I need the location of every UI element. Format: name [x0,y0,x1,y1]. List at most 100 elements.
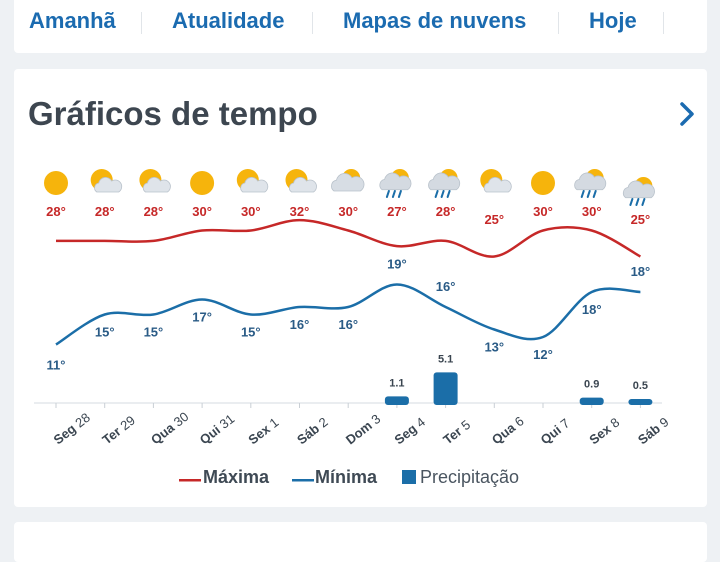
weather-chart: 1.1 5.1 0.9 0.5 28° 28° 28° 30° 30° 32° 30° 27° 28° 2… [34,169,672,448]
rain-drop [580,190,585,198]
rain-drop [641,198,646,206]
x-tick-label-text: Qua 6 [489,413,527,447]
cloud-shape [240,177,269,193]
precip-bar [628,399,653,405]
legend-min-line [292,479,314,482]
precip-value-label: 1.1 [389,377,404,389]
x-tick-label: Seg 28 [51,410,93,448]
rain-drop [385,190,390,198]
x-tick-label-text: Sex 8 [586,415,622,448]
chevron-right-icon[interactable] [676,99,698,129]
sun-cloud-icon [236,169,269,193]
sun-disc [531,171,555,195]
legend-max-line [179,479,201,482]
rain-drop [397,190,402,198]
max-temp-label: 28° [46,204,66,219]
sun-icon [44,171,68,195]
max-temp-label: 30° [241,204,261,219]
tab-atualidade[interactable]: Atualidade [172,8,285,33]
rain-drop [434,190,439,198]
sun-cloud-icon [480,169,512,193]
x-tick-label: Qui 31 [197,411,238,447]
cloud-sun-icon [331,169,365,192]
min-temp-label: 16° [290,317,310,332]
x-tick-label: Sex 1 [245,415,281,448]
weather-charts-card: Gráficos de tempo 1.1 5.1 0.9 0.5 28° 28° 28° 3… [14,69,707,507]
min-temp-label: 15° [95,325,115,340]
max-temp-label: 28° [95,204,115,219]
cloud-shape [288,177,317,193]
precip-value-label: 5.1 [438,353,453,365]
precip-value-label: 0.9 [584,379,599,391]
sun-icon [190,171,215,195]
rain-drop [592,190,597,198]
x-tick-label: Seg 4 [392,414,429,447]
min-temp-line [55,283,641,346]
x-tick-label-text: Qui 7 [538,416,573,448]
min-temp-label: 15° [144,325,164,340]
max-temp-label: 32° [290,204,310,219]
rain-drop [629,198,634,206]
max-temp-line [55,218,642,258]
max-temp-label: 27° [387,204,407,219]
tab-divider [312,12,313,34]
tab-hoje[interactable]: Hoje [589,8,637,33]
rain-drop [440,190,445,198]
x-tick-label: Sáb 2 [294,414,331,447]
max-temp-label: 28° [436,204,456,219]
max-temp-label: 30° [582,204,602,219]
legend-precip-label: Precipitação [420,467,520,487]
min-temp-label: 16° [436,279,456,294]
min-temp-label: 18° [631,264,651,279]
tab-mapas-de-nuvens[interactable]: Mapas de nuvens [343,8,527,33]
x-tick-label-text: Seg 28 [51,410,93,448]
x-tick-label: Ter 5 [440,417,473,447]
rain-drop [391,190,396,198]
x-tick-label: Dom 3 [343,411,384,447]
cloud-shape [142,177,171,193]
cloud-shape [331,173,365,192]
x-tick-label-text: Ter 5 [440,417,473,447]
x-tick-label: Qua 30 [148,409,191,448]
precip-value-label: 0.5 [633,380,648,392]
top-tabs-bar: Amanhã Atualidade Mapas de nuvens Hoje [14,0,707,53]
tab-divider [663,12,664,34]
sun-cloud-icon [285,169,317,193]
sun-disc [44,171,68,195]
min-temp-label: 11° [47,358,66,373]
max-temp-label: 30° [338,204,358,219]
x-tick-label: Qui 7 [538,416,573,448]
max-temp-label: 28° [144,204,164,219]
next-card [14,522,707,562]
legend-max-label: Máxima [203,467,270,487]
max-temp-label: 30° [192,204,212,219]
x-tick-label-text: Sáb 9 [635,414,672,447]
min-temp-label: 12° [533,347,553,362]
tab-divider [558,12,559,34]
sun-cloud-rain-icon [379,169,412,198]
tab-divider [141,12,142,34]
x-tick-label: Sáb 9 [635,414,672,447]
max-temp-label: 25° [631,212,651,227]
sun-cloud-rain-icon [622,177,655,206]
rain-drop [446,190,451,198]
cloud-shape [574,172,607,191]
sun-icon [531,171,555,195]
x-tick-label-text: Qui 31 [197,411,238,447]
x-tick-label-text: Ter 29 [99,413,138,448]
min-temp-label: 19° [387,257,407,272]
max-temp-label: 30° [533,204,553,219]
min-temp-label: 13° [484,340,504,355]
max-temp-label: 25° [484,212,504,227]
tab-amanha[interactable]: Amanhã [29,8,116,33]
section-title: Gráficos de tempo [28,95,318,132]
cloud-shape [428,172,461,191]
min-temp-label: 16° [338,317,358,332]
x-tick-label-text: Qua 30 [148,409,191,448]
legend-min-label: Mínima [315,467,378,487]
x-tick-label: Ter 29 [99,413,138,448]
cloud-shape [622,180,655,199]
x-tick-label-text: Seg 4 [392,414,429,447]
legend-precip-swatch [402,470,416,484]
cloud-shape [94,177,123,193]
